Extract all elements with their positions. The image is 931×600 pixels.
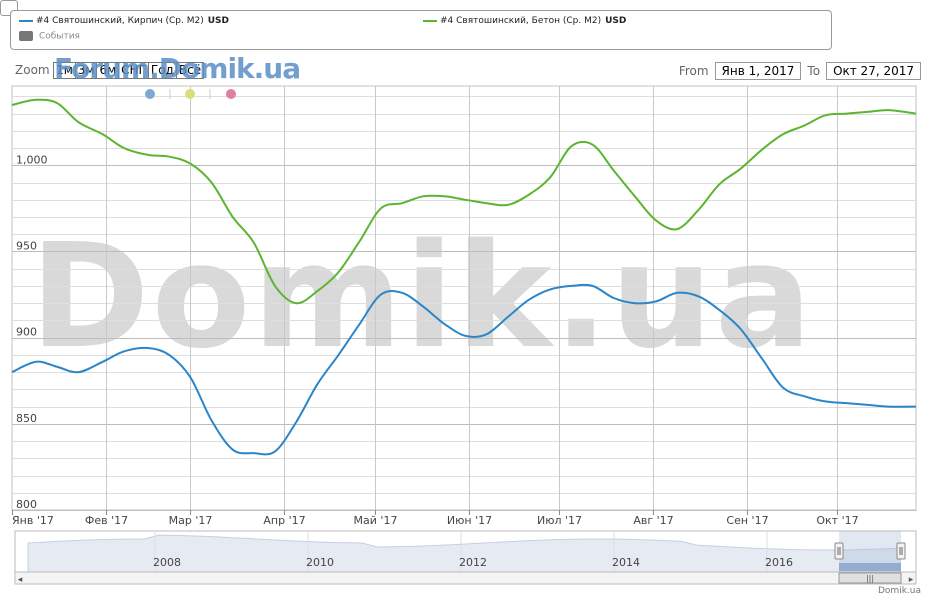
- legend-line-brick: [19, 19, 33, 22]
- series-group: [11, 98, 917, 456]
- x-tick-label: Мар '17: [169, 514, 213, 527]
- legend-unit-brick: USD: [207, 16, 230, 26]
- navigator-year-label: 2014: [612, 556, 640, 569]
- legend-item-brick[interactable]: #4 Святошинский, Кирпич (Ср. М2) USD: [19, 16, 229, 26]
- navigator-area: [27, 534, 901, 573]
- y-tick-label: 950: [16, 239, 37, 252]
- navigator-selection[interactable]: [839, 563, 901, 571]
- navigator-year-label: 2010: [306, 556, 334, 569]
- legend-item-concrete[interactable]: #4 Святошинский, Бетон (Ср. М2) USD: [423, 16, 626, 26]
- legend-line-concrete: [423, 19, 437, 22]
- legend-item-events[interactable]: События: [19, 31, 80, 42]
- legend-unit-concrete: USD: [605, 16, 627, 26]
- y-tick-label: 1,000: [16, 153, 48, 166]
- scrollbar-track[interactable]: [14, 571, 917, 585]
- to-label: To: [807, 64, 821, 78]
- from-date-input[interactable]: Янв 1, 2017: [714, 62, 802, 80]
- navigator[interactable]: 2008 2010 2012 2014 2016 ||| ◂ ▸: [14, 530, 917, 585]
- scrollbar-thumb[interactable]: [838, 572, 902, 584]
- legend: #4 Святошинский, Кирпич (Ср. М2) USD #4 С…: [10, 10, 832, 50]
- x-tick-label: Фев '17: [85, 514, 128, 527]
- x-tick-label: Апр '17: [263, 514, 305, 527]
- x-tick-label: Июл '17: [537, 514, 582, 527]
- y-tick-label: 900: [16, 326, 37, 339]
- axes-group: 800 850 900 950 1,000 Янв '17 Фев '17 Мар '17 Ап…: [12, 153, 859, 527]
- plot-border: [11, 85, 917, 511]
- scrollbar-grip-icon: |||: [866, 574, 874, 583]
- event-flag-dot[interactable]: [185, 89, 195, 99]
- scroll-right-arrow-icon[interactable]: ▸: [909, 575, 914, 585]
- x-tick-label: Янв '17: [12, 514, 54, 527]
- series-line-brick: [11, 283, 917, 456]
- legend-label-events: События: [39, 31, 80, 42]
- zoom-label: Zoom: [15, 63, 50, 77]
- x-tick-label: Окт '17: [816, 514, 858, 527]
- credit-link[interactable]: Domik.ua: [878, 586, 921, 596]
- from-label: From: [678, 64, 709, 78]
- x-tick-label: Май '17: [354, 514, 398, 527]
- to-date-input[interactable]: Окт 27, 2017: [826, 62, 921, 80]
- series-line-concrete: [11, 98, 917, 305]
- navigator-handle[interactable]: [896, 542, 906, 560]
- zoom-controls: Zoom 1м 3м 6м СНГ Год Всё: [15, 62, 205, 80]
- legend-label-concrete: #4 Святошинский, Бетон (Ср. М2): [440, 16, 602, 26]
- navigator-year-label: 2016: [765, 556, 793, 569]
- scroll-left-arrow-icon[interactable]: ◂: [18, 575, 23, 585]
- zoom-3m-button[interactable]: 3м: [74, 62, 98, 79]
- y-tick-label: 800: [16, 498, 37, 511]
- navigator-year-label: 2008: [153, 556, 181, 569]
- event-flags: [145, 89, 236, 99]
- y-tick-label: 850: [16, 412, 37, 425]
- legend-label-brick: #4 Святошинский, Кирпич (Ср. М2): [36, 16, 204, 26]
- events-swatch-icon: [19, 31, 33, 41]
- date-range: From Янв 1, 2017 To Окт 27, 2017: [679, 62, 921, 80]
- zoom-all-button[interactable]: Всё: [175, 62, 205, 79]
- navigator-handle[interactable]: [834, 542, 844, 560]
- x-tick-label: Сен '17: [726, 514, 768, 527]
- x-tick-label: Июн '17: [447, 514, 492, 527]
- event-flag-dot[interactable]: [145, 89, 155, 99]
- zoom-ytd-button[interactable]: СНГ: [118, 62, 149, 79]
- navigator-year-label: 2012: [459, 556, 487, 569]
- x-tick-label: Авг '17: [633, 514, 673, 527]
- grid-lines: [11, 85, 917, 511]
- event-flag-dot[interactable]: [226, 89, 236, 99]
- navigator-mask: [839, 531, 901, 572]
